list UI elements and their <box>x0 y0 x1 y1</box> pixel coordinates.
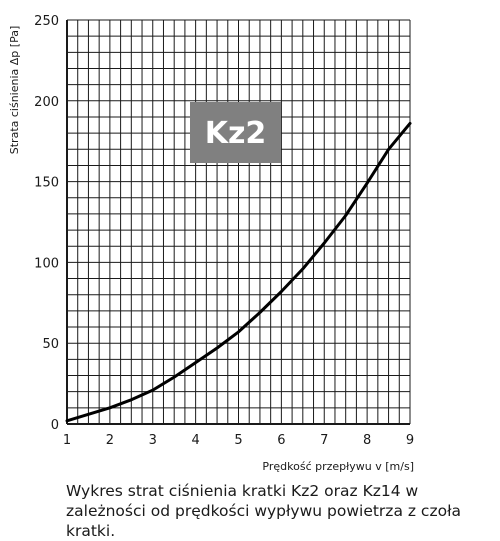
y-axis-title: Strata ciśnienia Δp [Pa] <box>8 26 21 154</box>
chart-grid <box>66 19 411 425</box>
y-tick-label: 150 <box>34 176 59 191</box>
x-tick-label: 6 <box>277 433 285 448</box>
x-tick-label: 5 <box>234 433 242 448</box>
y-tick-label: 100 <box>34 256 59 271</box>
y-tick-label: 50 <box>42 337 59 352</box>
kz2-badge: Kz2 <box>190 102 281 163</box>
x-tick-label: 7 <box>320 433 328 448</box>
y-tick-label: 0 <box>51 418 59 433</box>
series-line <box>65 121 412 423</box>
x-tick-label: 3 <box>149 433 157 448</box>
x-tick-label: 4 <box>191 433 199 448</box>
badge-background <box>190 102 281 163</box>
badge-label: Kz2 <box>205 116 267 151</box>
x-tick-label: 8 <box>363 433 371 448</box>
pressure-loss-chart: 1 2 3 4 5 6 7 8 9 0 50 100 150 200 250 Kz2 Strata ciś… <box>8 14 414 473</box>
chart-caption: Wykres strat ciśnienia kratki Kz2 oraz K… <box>66 482 461 540</box>
x-tick-label: 1 <box>63 433 71 448</box>
y-tick-label: 200 <box>34 95 59 110</box>
x-tick-label: 2 <box>106 433 114 448</box>
x-tick-label: 9 <box>406 433 414 448</box>
y-tick-label: 250 <box>34 14 59 29</box>
x-axis-title: Prędkość przepływu v [m/s] <box>262 460 414 473</box>
x-axis-ticks: 1 2 3 4 5 6 7 8 9 <box>63 433 414 448</box>
y-axis-ticks: 0 50 100 150 200 250 <box>34 14 59 433</box>
